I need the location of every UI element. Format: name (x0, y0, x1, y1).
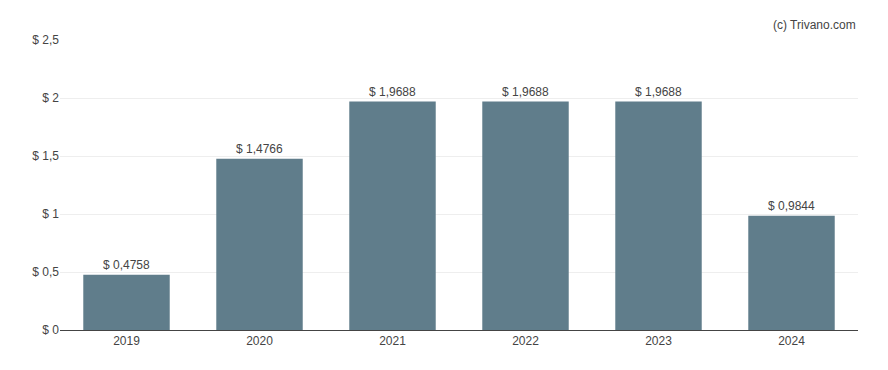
svg-text:$ 1: $ 1 (42, 207, 59, 221)
svg-text:$ 0,5: $ 0,5 (32, 265, 59, 279)
svg-text:$ 0: $ 0 (42, 323, 59, 337)
svg-text:2019: 2019 (113, 334, 140, 348)
svg-text:$ 1,9688: $ 1,9688 (502, 85, 549, 99)
svg-text:$ 0,4758: $ 0,4758 (103, 258, 150, 272)
svg-text:$ 1,4766: $ 1,4766 (236, 142, 283, 156)
svg-text:2020: 2020 (246, 334, 273, 348)
svg-text:2023: 2023 (645, 334, 672, 348)
svg-text:$ 0,9844: $ 0,9844 (768, 199, 815, 213)
svg-text:$ 1,5: $ 1,5 (32, 149, 59, 163)
svg-text:$ 2: $ 2 (42, 91, 59, 105)
svg-text:$ 2,5: $ 2,5 (32, 33, 59, 47)
svg-text:2022: 2022 (512, 334, 539, 348)
svg-text:(c) Trivano.com: (c) Trivano.com (773, 18, 856, 32)
svg-text:2021: 2021 (379, 334, 406, 348)
svg-text:$ 1,9688: $ 1,9688 (635, 85, 682, 99)
svg-text:2024: 2024 (778, 334, 805, 348)
svg-text:$ 1,9688: $ 1,9688 (369, 85, 416, 99)
